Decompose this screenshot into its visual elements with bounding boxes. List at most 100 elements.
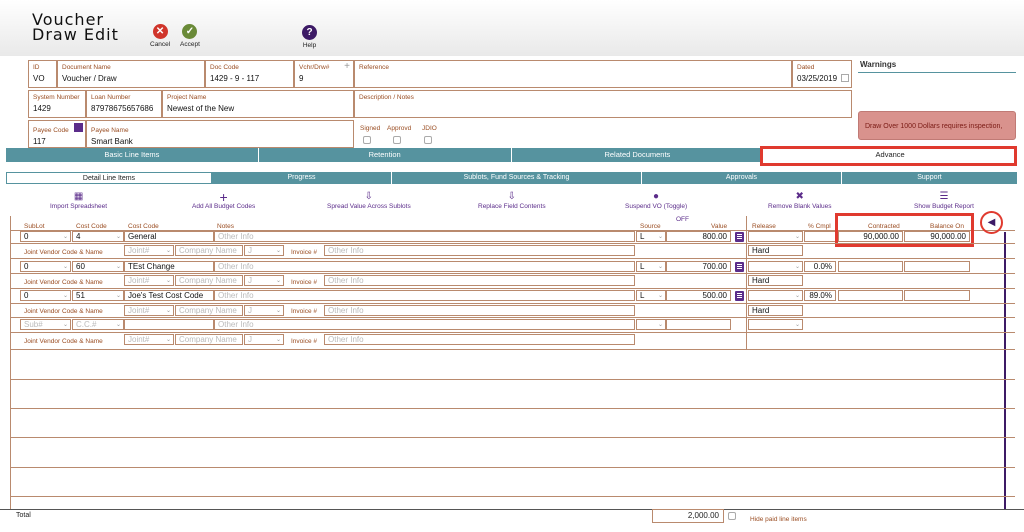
spread-value-button[interactable]: ⇩ Spread Value Across Sublots xyxy=(327,191,411,210)
source-select[interactable]: L ⌄ xyxy=(636,261,666,272)
project-name-label: Project Name xyxy=(167,94,207,101)
system-number-label: System Number xyxy=(33,94,80,101)
new-sublot-input[interactable]: Sub# ⌄ xyxy=(20,319,71,330)
tab-retention[interactable]: Retention xyxy=(259,148,512,162)
off-toggle[interactable]: OFF xyxy=(676,216,689,223)
j-placeholder: J xyxy=(248,276,252,285)
list-icon: ☰ xyxy=(939,191,949,202)
loan-number-field[interactable]: Loan Number 87978675657686 xyxy=(86,90,162,118)
id-field[interactable]: ID VO xyxy=(28,60,57,88)
new-cost-code-input[interactable]: C.C.# ⌄ xyxy=(72,319,124,330)
notes-input[interactable]: Other Info xyxy=(214,231,635,242)
suspend-vo-button[interactable]: ● Suspend VO (Toggle) xyxy=(625,191,687,210)
other-info-input[interactable]: Other Info xyxy=(324,305,635,316)
vchr-drw-field[interactable]: Vchr/Drw# 9 + xyxy=(294,60,354,88)
release-select[interactable]: ⌄ xyxy=(748,290,803,301)
cmpl-input[interactable] xyxy=(804,231,836,242)
collapse-arrow-button[interactable]: ◀ xyxy=(980,211,1003,234)
other-info-input[interactable]: Other Info xyxy=(324,275,635,286)
document-name-field[interactable]: Document Name Voucher / Draw xyxy=(57,60,205,88)
col-notes: Notes xyxy=(217,223,234,230)
cost-code-input[interactable]: 51 ⌄ xyxy=(72,290,124,301)
sublot-input[interactable]: 0 ⌄ xyxy=(20,290,71,301)
company-name-input[interactable]: Company Name xyxy=(175,275,243,286)
company-name-input[interactable]: Company Name xyxy=(175,334,243,345)
cmpl-input[interactable]: 0.0% xyxy=(804,261,836,272)
sublot-input[interactable]: 0 ⌄ xyxy=(20,261,71,272)
cost-code-name-input[interactable]: General xyxy=(124,231,214,242)
value-input[interactable]: 700.00 xyxy=(666,261,731,272)
sublot-input[interactable]: 0 ⌄ xyxy=(20,231,71,242)
import-spreadsheet-button[interactable]: ▦ Import Spreadsheet xyxy=(50,191,107,210)
new-release-select[interactable]: ⌄ xyxy=(748,319,803,330)
tab-approvals[interactable]: Approvals xyxy=(642,172,842,184)
jdio-checkbox[interactable] xyxy=(424,136,432,144)
dated-field[interactable]: Dated 03/25/2019 xyxy=(792,60,852,88)
joint-number-input[interactable]: Joint# ⌄ xyxy=(124,275,174,286)
accept-button[interactable]: ✓ Accept xyxy=(180,24,200,48)
col-release: Release xyxy=(752,223,776,230)
new-value-input[interactable] xyxy=(666,319,731,330)
tab-support[interactable]: Support xyxy=(917,174,942,181)
doc-code-field[interactable]: Doc Code 1429 - 9 - 117 xyxy=(205,60,294,88)
j-select[interactable]: J ⌄ xyxy=(244,334,284,345)
tab-sublots[interactable]: Sublots, Fund Sources & Tracking xyxy=(392,172,642,184)
signed-checkbox[interactable] xyxy=(363,136,371,144)
project-name-field[interactable]: Project Name Newest of the New xyxy=(162,90,354,118)
joint-number-input[interactable]: Joint# ⌄ xyxy=(124,334,174,345)
scrollbar[interactable] xyxy=(1004,232,1006,510)
joint-number-input[interactable]: Joint# ⌄ xyxy=(124,305,174,316)
cmpl-input[interactable]: 89.0% xyxy=(804,290,836,301)
joint-number-input[interactable]: Joint# ⌄ xyxy=(124,245,174,256)
cost-code-name-input[interactable]: TEst Change xyxy=(124,261,214,272)
new-cost-code-name-input[interactable] xyxy=(124,319,214,330)
cost-code-name-input[interactable]: Joe's Test Cost Code xyxy=(124,290,214,301)
other-info-input[interactable]: Other Info xyxy=(324,334,635,345)
calendar-icon[interactable] xyxy=(841,74,849,82)
company-name-input[interactable]: Company Name xyxy=(175,305,243,316)
description-field[interactable]: Description / Notes xyxy=(354,90,852,118)
empty-row-line xyxy=(10,467,1015,468)
calculator-icon[interactable] xyxy=(735,291,744,301)
notes-input[interactable]: Other Info xyxy=(214,290,635,301)
plus-icon[interactable]: + xyxy=(344,61,350,72)
company-name-input[interactable]: Company Name xyxy=(175,245,243,256)
j-select[interactable]: J ⌄ xyxy=(244,305,284,316)
calculator-icon[interactable] xyxy=(735,232,744,242)
tab-related-documents[interactable]: Related Documents xyxy=(512,148,765,162)
source-select[interactable]: L ⌄ xyxy=(636,290,666,301)
payee-code-field[interactable]: Payee Code 117 xyxy=(28,120,86,148)
source-select[interactable]: L ⌄ xyxy=(636,231,666,242)
calculator-icon[interactable] xyxy=(735,262,744,272)
approvd-checkbox[interactable] xyxy=(393,136,401,144)
release-select[interactable]: ⌄ xyxy=(748,231,803,242)
remove-blank-values-button[interactable]: ✖ Remove Blank Values xyxy=(768,191,831,210)
reference-field[interactable]: Reference xyxy=(354,60,792,88)
source-value: L xyxy=(640,232,645,241)
payee-name-field[interactable]: Payee Name Smart Bank xyxy=(86,120,354,148)
cost-code-input[interactable]: 4 ⌄ xyxy=(72,231,124,242)
add-all-budget-codes-button[interactable]: + Add All Budget Codes xyxy=(192,190,255,210)
j-select[interactable]: J ⌄ xyxy=(244,275,284,286)
value-input[interactable]: 500.00 xyxy=(666,290,731,301)
document-name-label: Document Name xyxy=(62,64,111,71)
j-select[interactable]: J ⌄ xyxy=(244,245,284,256)
help-button[interactable]: ? Help xyxy=(302,25,317,49)
hide-paid-checkbox[interactable] xyxy=(728,512,736,520)
value-input[interactable]: 800.00 xyxy=(666,231,731,242)
tab-progress[interactable]: Progress xyxy=(212,172,392,184)
tab-basic-line-items[interactable]: Basic Line Items xyxy=(6,148,259,162)
notes-input[interactable]: Other Info xyxy=(214,261,635,272)
tab-detail-line-items[interactable]: Detail Line Items xyxy=(6,172,212,184)
cancel-button[interactable]: ✕ Cancel xyxy=(150,24,170,48)
new-source-select[interactable]: ⌄ xyxy=(636,319,666,330)
other-info-input[interactable]: Other Info xyxy=(324,245,635,256)
show-budget-report-button[interactable]: ☰ Show Budget Report xyxy=(914,191,974,210)
joint-number-placeholder: Joint# xyxy=(128,306,150,315)
release-select[interactable]: ⌄ xyxy=(748,261,803,272)
chevron-down-icon: ⌄ xyxy=(115,293,121,299)
replace-field-contents-button[interactable]: ⇩ Replace Field Contents xyxy=(478,191,546,210)
grid-icon[interactable] xyxy=(74,123,83,132)
new-notes-input[interactable]: Other Info xyxy=(214,319,635,330)
cost-code-input[interactable]: 60 ⌄ xyxy=(72,261,124,272)
